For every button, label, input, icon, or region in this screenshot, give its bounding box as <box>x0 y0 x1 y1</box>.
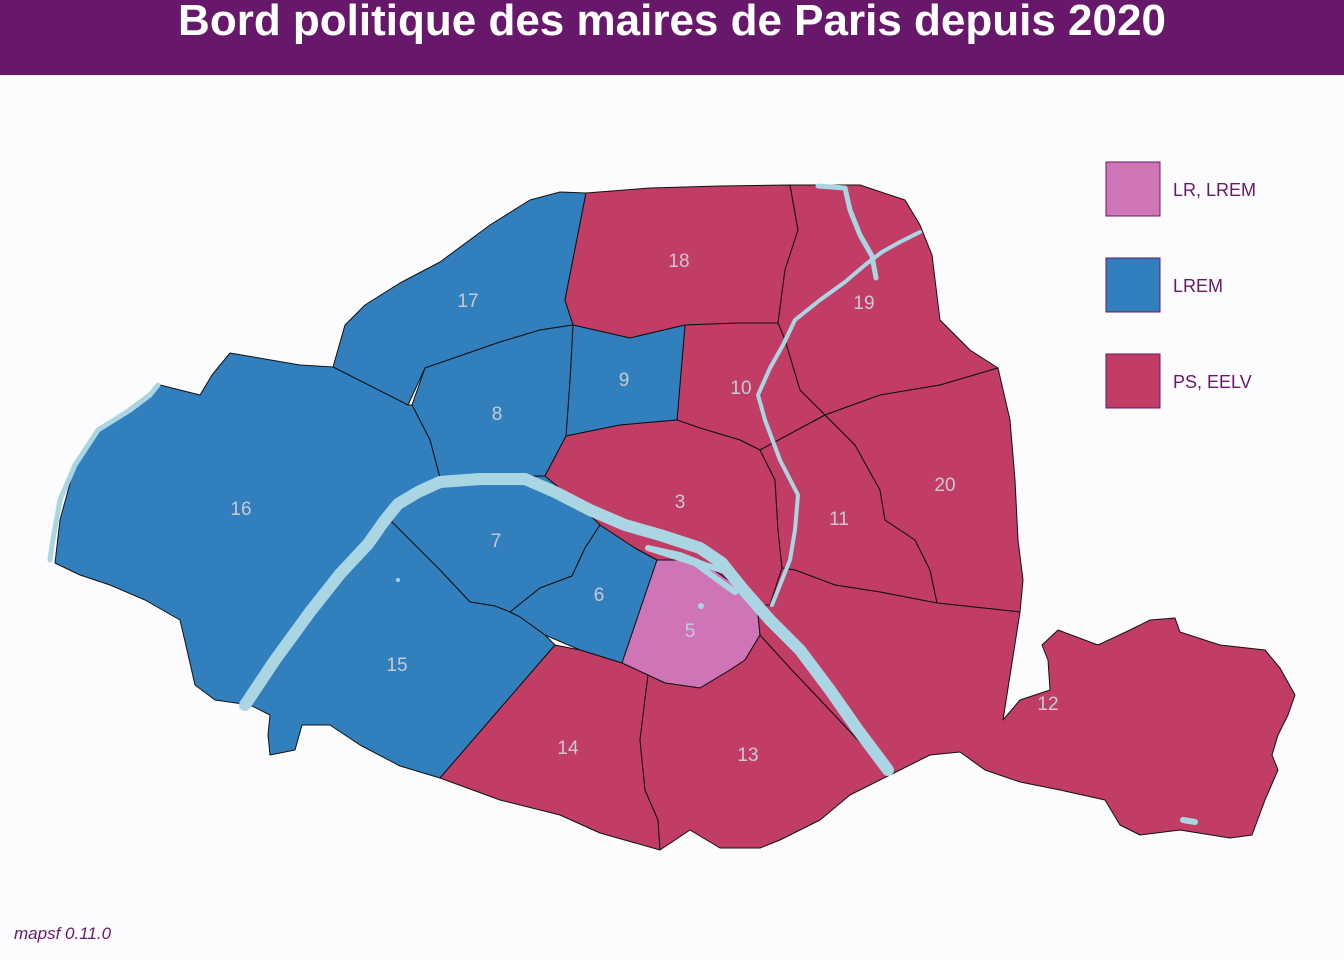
legend-swatch-lr-lrem <box>1105 161 1161 217</box>
title-bar <box>0 0 1344 75</box>
legend-label-lr-lrem: LR, LREM <box>1173 180 1257 200</box>
legend-swatch-lrem <box>1105 257 1161 313</box>
legend-label-ps-eelv: PS, EELV <box>1173 372 1252 392</box>
legend-label-lrem: LREM <box>1173 276 1224 296</box>
label-14: 14 <box>557 738 579 759</box>
label-13: 13 <box>737 745 758 766</box>
label-8: 8 <box>492 404 503 425</box>
label-20: 20 <box>934 475 955 496</box>
label-9: 9 <box>619 370 630 391</box>
label-5: 5 <box>685 621 696 642</box>
label-16: 16 <box>230 499 251 520</box>
label-15: 15 <box>386 655 407 676</box>
arrondissement-13 <box>639 634 891 851</box>
label-6: 6 <box>594 585 605 606</box>
label-10: 10 <box>730 378 751 399</box>
legend-swatch-ps-eelv <box>1105 353 1161 409</box>
seine-river <box>47 183 1198 825</box>
map-title: Bord politique des maires de Paris depui… <box>178 0 1166 45</box>
label-18: 18 <box>668 251 689 272</box>
label-7: 7 <box>491 531 502 552</box>
label-12: 12 <box>1037 694 1058 715</box>
label-11: 11 <box>829 509 849 530</box>
arrondissement-20 <box>824 367 1024 613</box>
label-19: 19 <box>853 293 874 314</box>
label-3: 3 <box>675 492 686 513</box>
small-island-dot <box>698 603 704 609</box>
small-island-dot <box>396 578 400 582</box>
label-17: 17 <box>457 291 478 312</box>
credit-text: mapsf 0.11.0 <box>14 924 112 943</box>
